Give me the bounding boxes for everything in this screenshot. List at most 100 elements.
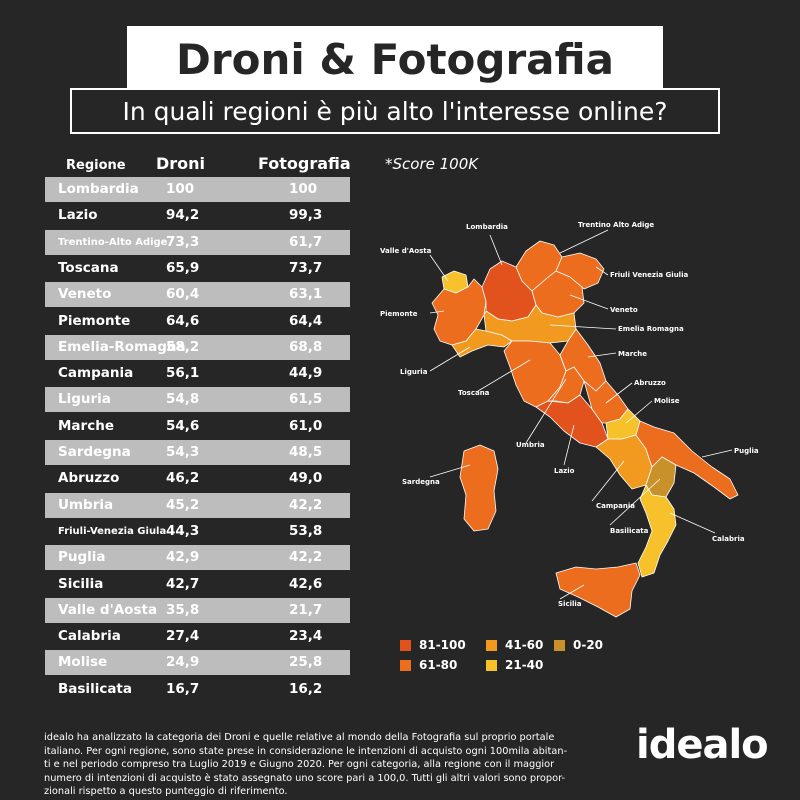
legend-label: 21-40 [505,658,544,672]
fotografia-cell: 42,6 [289,575,323,592]
droni-cell: 100 [166,181,195,197]
droni-cell: 54,8 [166,391,200,408]
fotografia-cell: 42,2 [289,549,323,566]
droni-cell: 42,7 [166,575,200,592]
fotografia-cell: 63,1 [289,286,323,303]
region-cell: Abruzzo [58,470,120,487]
region-cell: Molise [58,654,108,671]
region-cell: Liguria [58,391,111,408]
region-cell: Calabria [58,628,121,645]
region-cell: Campania [58,365,134,382]
droni-cell: 46,2 [166,470,200,487]
table-row: Lazio 94,2 99,3 [45,203,350,228]
table-row: Umbria 45,2 42,2 [45,492,350,518]
footer-line: zionali rispetto a questo punteggio di r… [44,786,288,797]
legend-swatch [486,639,497,651]
table-row: Piemonte 64,6 64,4 [45,309,350,334]
table-row: Abruzzo 46,2 49,0 [45,466,350,491]
map-label-valle: Valle d'Aosta [380,247,432,255]
legend-item-61-80: 61-80 [400,658,457,672]
score-note: *Score 100K [385,155,479,173]
table-row: Toscana 65,9 73,7 [45,256,350,281]
map-label-lombardia: Lombardia [466,223,508,231]
region-cell: Lazio [58,207,98,224]
table-row: Veneto 60,4 63,1 [45,282,350,308]
map-label-toscana: Toscana [458,389,490,397]
map-label-marche: Marche [618,350,647,358]
map-label-veneto: Veneto [610,306,638,314]
map-label-molise: Molise [654,397,680,405]
legend-item-0-20: 0-20 [554,638,603,652]
fotografia-cell: 48,5 [289,444,323,460]
fotografia-cell: 64,4 [289,312,323,329]
region-cell: Friuli-Venezia Giula [58,525,167,537]
region-cell: Basilicata [58,680,132,697]
map-label-emilia: Emelia Romagna [618,325,684,333]
droni-cell: 56,1 [166,365,200,382]
legend-item-81-100: 81-100 [400,638,466,652]
table-row: Molise 24,9 25,8 [45,650,350,676]
map-label-campania: Campania [596,502,635,510]
region-lazio [535,394,609,448]
droni-cell: 16,7 [166,680,200,697]
legend-swatch [400,639,411,651]
region-cell: Toscana [58,259,119,276]
region-cell: Emelia-Romagna [58,338,186,355]
droni-cell: 60,4 [166,286,200,303]
map-label-liguria: Liguria [400,368,428,376]
map-label-calabria: Calabria [712,535,745,543]
map-label-trentino: Trentino Alto Adige [578,221,654,229]
title-box: Droni & Fotografia [127,26,663,92]
table-row: Emelia-Romagna 58,2 68,8 [45,334,350,360]
legend-label: 81-100 [419,638,466,652]
region-cell: Trentino-Alto Adige [58,236,168,248]
fotografia-cell: 25,8 [289,654,323,671]
region-sicilia [555,562,641,618]
table-row: Valle d'Aosta 35,8 21,7 [45,597,350,623]
fotografia-cell: 73,7 [289,259,323,276]
fotografia-cell: 53,8 [289,522,323,539]
column-header-fotografia: Fotografia [258,154,351,173]
region-friuli [555,252,605,290]
legend-label: 61-80 [419,658,458,672]
region-calabria [637,484,677,578]
droni-cell: 54,6 [166,417,200,434]
region-sardegna [459,444,499,532]
fotografia-cell: 61,7 [289,233,323,250]
droni-cell: 24,9 [166,654,200,671]
footer-line: idealo ha analizzato la categoria dei Dr… [44,732,555,743]
droni-cell: 65,9 [166,259,200,276]
fotografia-cell: 68,8 [289,338,323,355]
droni-cell: 44,3 [166,522,200,539]
fotografia-cell: 61,5 [289,391,323,408]
droni-cell: 35,8 [166,601,200,618]
region-cell: Puglia [58,549,106,566]
table-row: Sardegna 54,3 48,5 [45,440,350,465]
fotografia-cell: 23,4 [289,628,323,645]
legend-swatch [486,659,497,671]
column-header-regione: Regione [66,158,126,173]
fotografia-cell: 44,9 [289,365,323,382]
page-title: Droni & Fotografia [176,34,614,84]
fotografia-cell: 21,7 [289,601,323,618]
legend-label: 0-20 [573,638,604,652]
idealo-logo: idealo [636,722,769,768]
column-header-droni: Droni [156,154,206,173]
table-row: Marche 54,6 61,0 [45,414,350,439]
legend-swatch [400,659,411,671]
fotografia-cell: 100 [289,181,318,197]
map-label-abruzzo: Abruzzo [634,379,666,387]
italy-map-svg: Lombardia Trentino Alto Adige Valle d'Ao… [380,221,759,618]
droni-cell: 42,9 [166,549,200,566]
droni-cell: 58,2 [166,338,200,355]
map-label-piemonte: Piemonte [380,310,418,318]
map-label-umbria: Umbria [516,441,545,449]
map-label-sardegna: Sardegna [402,478,440,486]
droni-cell: 27,4 [166,628,200,645]
droni-cell: 64,6 [166,312,200,329]
subtitle-box: In quali regioni è più alto l'interesse … [70,88,720,134]
droni-cell: 94,2 [166,207,200,224]
region-cell: Valle d'Aosta [58,601,158,618]
page-subtitle: In quali regioni è più alto l'interesse … [122,96,668,126]
droni-cell: 45,2 [166,496,200,513]
